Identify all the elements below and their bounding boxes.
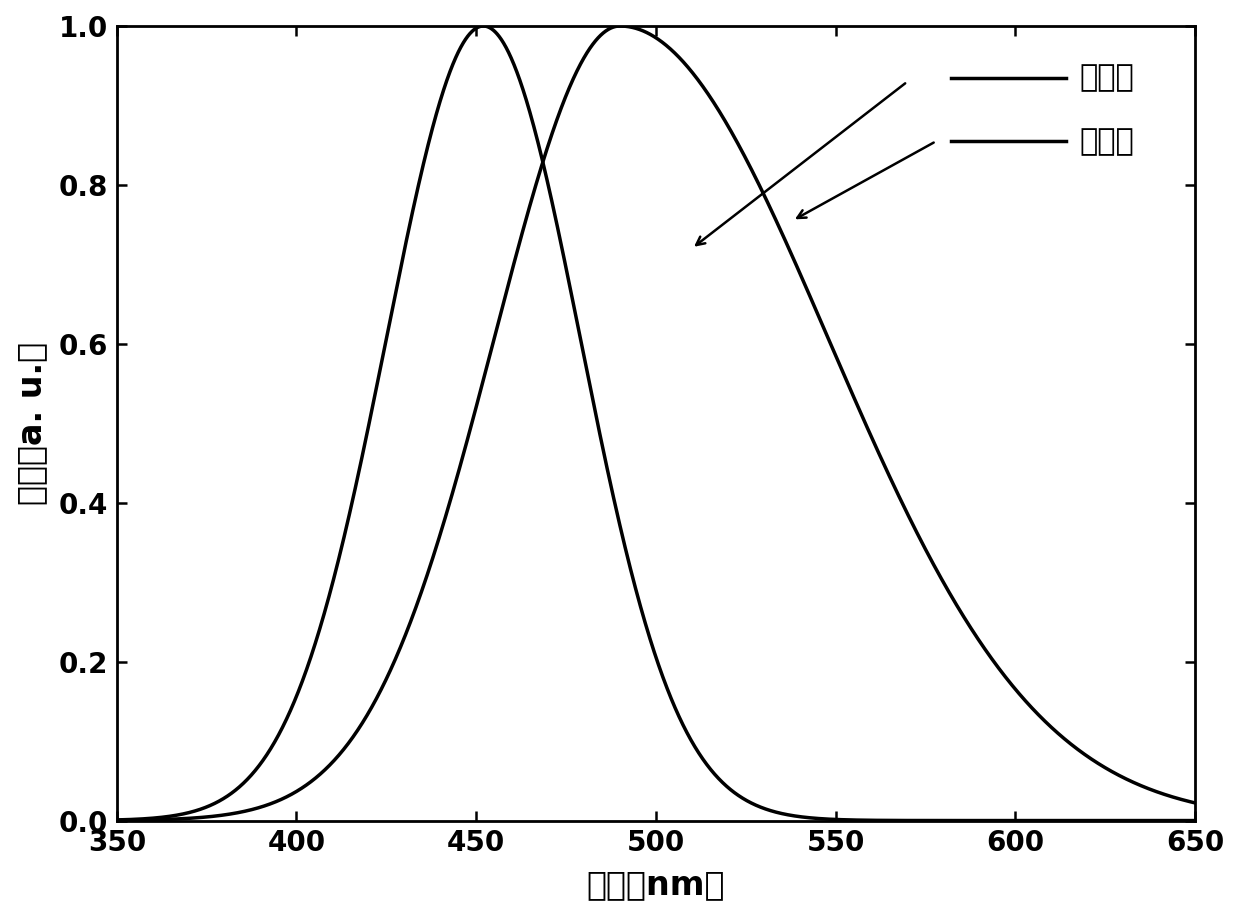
Y-axis label: 强度（a. u.）: 强度（a. u.）	[15, 342, 48, 505]
X-axis label: 波长（nm）: 波长（nm）	[586, 868, 725, 901]
Text: 碾磨后: 碾磨后	[1080, 126, 1135, 156]
Text: 碾磨前: 碾磨前	[1080, 63, 1135, 93]
